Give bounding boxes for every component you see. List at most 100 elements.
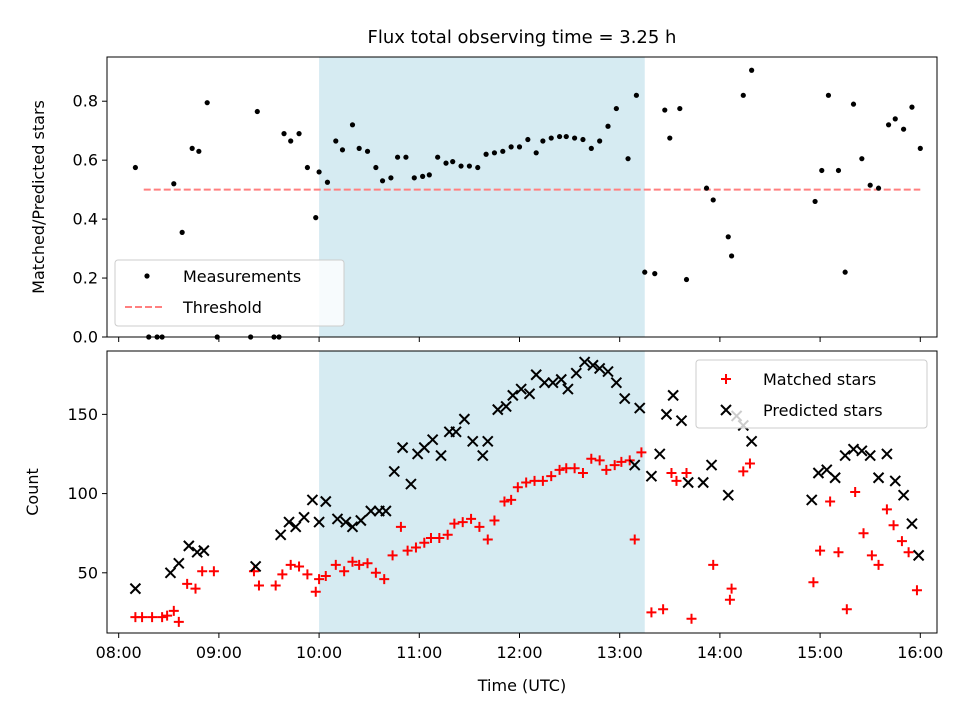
measurement-point bbox=[683, 276, 690, 283]
matched-star-point bbox=[577, 467, 588, 478]
predicted-star-point bbox=[355, 514, 367, 527]
x-tick-label: 16:00 bbox=[897, 643, 943, 662]
matched-star-point bbox=[609, 460, 620, 471]
measurement-point bbox=[373, 164, 379, 171]
predicted-star-point bbox=[331, 513, 344, 525]
measurement-point bbox=[171, 181, 177, 187]
predicted-star-point bbox=[645, 470, 658, 482]
predicted-star-point bbox=[555, 373, 567, 386]
matched-star-point bbox=[466, 513, 477, 524]
matched-star-point bbox=[681, 467, 692, 478]
matched-star-point bbox=[744, 458, 755, 469]
top-y-axis-label: Matched/Predicted stars bbox=[29, 100, 48, 294]
predicted-star-point bbox=[290, 521, 302, 533]
predicted-star-point bbox=[467, 435, 479, 448]
bottom-y-tick-label: 150 bbox=[67, 405, 98, 424]
matched-star-point bbox=[529, 475, 540, 486]
measurement-point bbox=[466, 163, 472, 169]
predicted-star-point bbox=[629, 459, 641, 471]
matched-star-point bbox=[449, 518, 460, 529]
legend-predicted-marker bbox=[720, 404, 732, 416]
bottom-legend: Matched stars Predicted stars bbox=[695, 359, 928, 429]
observing-window-top bbox=[319, 57, 645, 337]
measurement-point bbox=[500, 148, 506, 154]
matched-star-point bbox=[726, 583, 737, 594]
bottom-legend-box bbox=[695, 359, 928, 429]
measurement-point bbox=[819, 167, 825, 174]
matched-star-point bbox=[594, 455, 605, 466]
matched-star-point bbox=[896, 536, 907, 547]
x-tick-label: 11:00 bbox=[396, 643, 442, 662]
matched-star-point bbox=[425, 532, 436, 543]
matched-star-point bbox=[666, 467, 677, 478]
predicted-star-point bbox=[812, 467, 825, 479]
matched-star-point bbox=[521, 477, 532, 488]
legend-predicted-label: Predicted stars bbox=[763, 401, 883, 420]
measurement-point bbox=[525, 136, 531, 143]
matched-star-point bbox=[881, 504, 892, 515]
predicted-star-point bbox=[365, 505, 377, 517]
measurement-point bbox=[403, 154, 409, 160]
predicted-star-point bbox=[298, 511, 310, 524]
predicted-star-point bbox=[889, 475, 901, 487]
measurement-point bbox=[458, 163, 464, 169]
measurement-point bbox=[533, 150, 539, 156]
matched-star-point bbox=[489, 515, 500, 526]
matched-star-point bbox=[738, 466, 749, 477]
predicted-star-point bbox=[806, 494, 818, 506]
top-x-ticks bbox=[118, 337, 921, 342]
matched-star-point bbox=[512, 482, 523, 493]
predicted-star-point bbox=[405, 478, 417, 490]
measurement-point bbox=[703, 185, 710, 191]
predicted-star-point bbox=[881, 448, 893, 460]
predicted-star-point bbox=[906, 517, 918, 530]
measurement-point bbox=[379, 178, 386, 184]
predicted-star-point bbox=[426, 434, 439, 446]
predicted-star-point bbox=[249, 560, 262, 573]
bottom-y-tick-label: 100 bbox=[67, 484, 98, 503]
predicted-star-point bbox=[856, 445, 868, 457]
predicted-star-point bbox=[570, 367, 582, 379]
matched-star-point bbox=[601, 464, 612, 475]
matched-star-point bbox=[320, 570, 331, 581]
matched-star-point bbox=[395, 521, 406, 532]
measurement-point bbox=[411, 175, 417, 181]
measurement-point bbox=[588, 145, 594, 151]
measurement-point bbox=[435, 154, 441, 160]
top-y-tick-label: 0.0 bbox=[73, 328, 98, 347]
predicted-star-point bbox=[593, 362, 606, 375]
predicted-star-point bbox=[829, 472, 841, 484]
measurement-point bbox=[443, 160, 449, 166]
top-y-tick-label: 0.8 bbox=[73, 92, 98, 111]
predicted-star-point bbox=[380, 505, 392, 517]
matched-star-point bbox=[208, 566, 219, 577]
matched-star-point bbox=[841, 604, 852, 615]
predicted-star-point bbox=[313, 516, 325, 528]
predicted-star-point bbox=[274, 529, 287, 541]
measurement-point bbox=[835, 167, 842, 174]
matched-star-point bbox=[419, 537, 430, 548]
predicted-star-point bbox=[562, 383, 574, 395]
predicted-star-point bbox=[618, 392, 631, 405]
matched-star-point bbox=[546, 471, 557, 482]
matched-star-point bbox=[270, 580, 281, 591]
x-tick-label: 14:00 bbox=[697, 643, 743, 662]
predicted-star-point bbox=[523, 388, 536, 400]
matched-star-point bbox=[815, 545, 826, 556]
matched-star-point bbox=[410, 542, 421, 553]
matched-star-point bbox=[561, 463, 572, 474]
measurement-point bbox=[662, 107, 668, 113]
measurement-point bbox=[885, 122, 892, 128]
matched-star-point bbox=[833, 547, 844, 558]
matched-star-point bbox=[569, 463, 580, 474]
legend-measurements-label: Measurements bbox=[183, 267, 301, 286]
matched-star-point bbox=[162, 610, 173, 621]
matched-star-point bbox=[586, 453, 597, 464]
measurement-point bbox=[364, 148, 371, 154]
measurement-point bbox=[426, 172, 432, 178]
measurement-point bbox=[597, 138, 603, 144]
measurement-point bbox=[281, 131, 287, 137]
observing-window-bottom bbox=[319, 351, 645, 633]
measurement-point bbox=[420, 173, 426, 179]
